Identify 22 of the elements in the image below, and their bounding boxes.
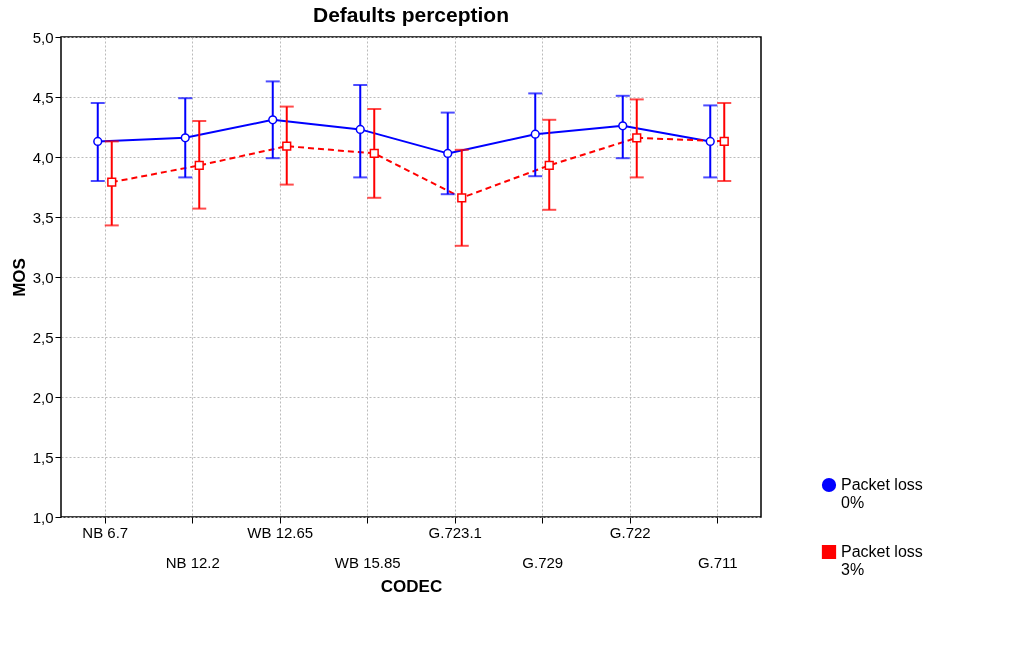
y-tick-label: 1,5 [32, 448, 54, 466]
y-tick-label: 1,0 [32, 508, 54, 526]
y-tick-label: 2,5 [32, 328, 54, 346]
y-tick-label: 4,0 [32, 148, 54, 166]
x-tick-label: G.711 [697, 553, 738, 571]
x-tick-label: NB 12.2 [165, 553, 220, 571]
legend-label: Packet loss 0% [841, 476, 923, 511]
x-tick-label: NB 6.7 [82, 523, 129, 541]
y-tick-label: 3,5 [32, 208, 54, 226]
y-tick-label: 4,5 [32, 88, 54, 106]
x-tick-label: G.723.1 [428, 523, 482, 541]
y-axis-title: MOS [9, 258, 29, 297]
x-tick-label: WB 12.65 [247, 523, 314, 541]
y-tick-label: 2,0 [32, 388, 54, 406]
y-tick-label: 5,0 [32, 28, 54, 46]
x-axis-title: CODEC [380, 576, 443, 596]
x-tick-label: G.722 [609, 523, 651, 541]
x-tick-label: G.729 [522, 553, 564, 571]
x-tick-label: WB 15.85 [334, 553, 401, 571]
y-tick-label: 3,0 [32, 268, 54, 286]
legend-label: Packet loss 3% [841, 543, 923, 578]
chart-title: Defaults perception [312, 3, 510, 26]
